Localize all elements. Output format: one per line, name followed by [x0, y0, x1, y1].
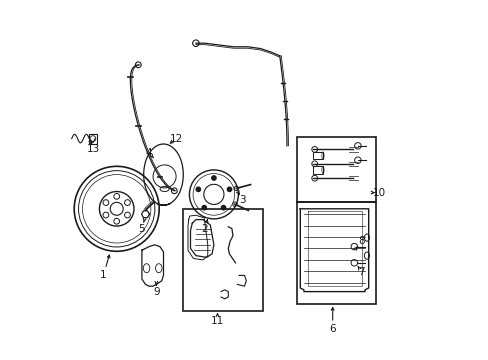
Text: 5: 5 — [138, 224, 145, 234]
Text: 10: 10 — [372, 188, 385, 198]
Bar — [296, 202, 375, 304]
Bar — [296, 137, 375, 202]
Bar — [312, 152, 322, 159]
Text: 13: 13 — [86, 144, 100, 154]
Text: 6: 6 — [329, 324, 335, 334]
Text: 7: 7 — [357, 267, 364, 277]
Text: 8: 8 — [357, 236, 364, 246]
Circle shape — [196, 187, 200, 192]
Circle shape — [202, 206, 206, 210]
Text: 1: 1 — [100, 270, 106, 280]
Text: 2: 2 — [201, 224, 208, 234]
Text: 3: 3 — [239, 195, 245, 205]
Text: 12: 12 — [169, 134, 183, 144]
Bar — [89, 134, 97, 144]
Circle shape — [227, 187, 231, 192]
Text: 4: 4 — [145, 148, 152, 158]
Bar — [312, 166, 322, 174]
Text: 9: 9 — [153, 287, 159, 297]
Text: 11: 11 — [210, 316, 224, 326]
Bar — [183, 209, 262, 311]
Circle shape — [211, 176, 216, 180]
Circle shape — [221, 206, 225, 210]
